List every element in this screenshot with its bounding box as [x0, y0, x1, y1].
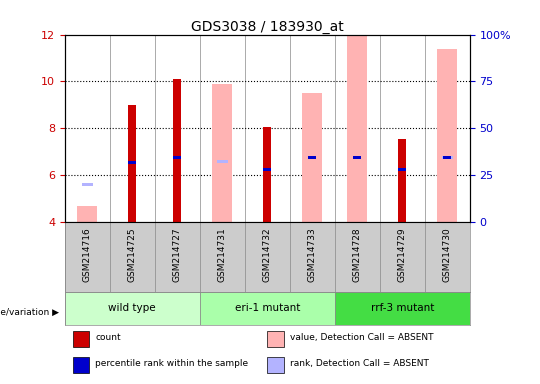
Text: GSM214727: GSM214727 — [173, 228, 182, 282]
Text: GSM214729: GSM214729 — [398, 228, 407, 282]
Bar — [217, 160, 228, 162]
Text: rrf-3 mutant: rrf-3 mutant — [370, 303, 434, 313]
Bar — [82, 183, 93, 186]
Text: rank, Detection Call = ABSENT: rank, Detection Call = ABSENT — [289, 359, 428, 368]
Text: count: count — [95, 333, 121, 342]
Bar — [399, 139, 406, 222]
Text: value, Detection Call = ABSENT: value, Detection Call = ABSENT — [289, 333, 433, 342]
Bar — [173, 156, 181, 159]
Bar — [264, 168, 271, 171]
Bar — [308, 156, 316, 159]
Text: eri-1 mutant: eri-1 mutant — [234, 303, 300, 313]
Bar — [129, 161, 136, 164]
Bar — [212, 84, 232, 222]
Bar — [399, 168, 406, 171]
Text: GSM214728: GSM214728 — [353, 228, 362, 282]
Bar — [437, 49, 457, 222]
Bar — [335, 292, 470, 324]
Bar — [173, 79, 181, 222]
Bar — [73, 358, 89, 373]
Text: GSM214730: GSM214730 — [443, 228, 452, 282]
Bar — [129, 105, 136, 222]
Text: percentile rank within the sample: percentile rank within the sample — [95, 359, 248, 368]
Bar — [267, 358, 284, 373]
Bar — [267, 331, 284, 347]
Text: GSM214725: GSM214725 — [128, 228, 137, 282]
Bar — [77, 205, 97, 222]
Bar — [65, 292, 200, 324]
Bar — [200, 292, 335, 324]
Title: GDS3038 / 183930_at: GDS3038 / 183930_at — [191, 20, 343, 33]
Bar — [353, 156, 361, 159]
Text: GSM214733: GSM214733 — [308, 228, 317, 282]
Bar — [302, 93, 322, 222]
Text: wild type: wild type — [109, 303, 156, 313]
Bar — [442, 156, 453, 159]
Text: GSM214732: GSM214732 — [263, 228, 272, 282]
Bar — [73, 331, 89, 347]
Text: GSM214731: GSM214731 — [218, 228, 227, 282]
Bar — [347, 35, 367, 222]
Text: genotype/variation ▶: genotype/variation ▶ — [0, 308, 59, 318]
Text: GSM214716: GSM214716 — [83, 228, 92, 282]
Bar — [443, 156, 451, 159]
Bar — [264, 127, 271, 222]
